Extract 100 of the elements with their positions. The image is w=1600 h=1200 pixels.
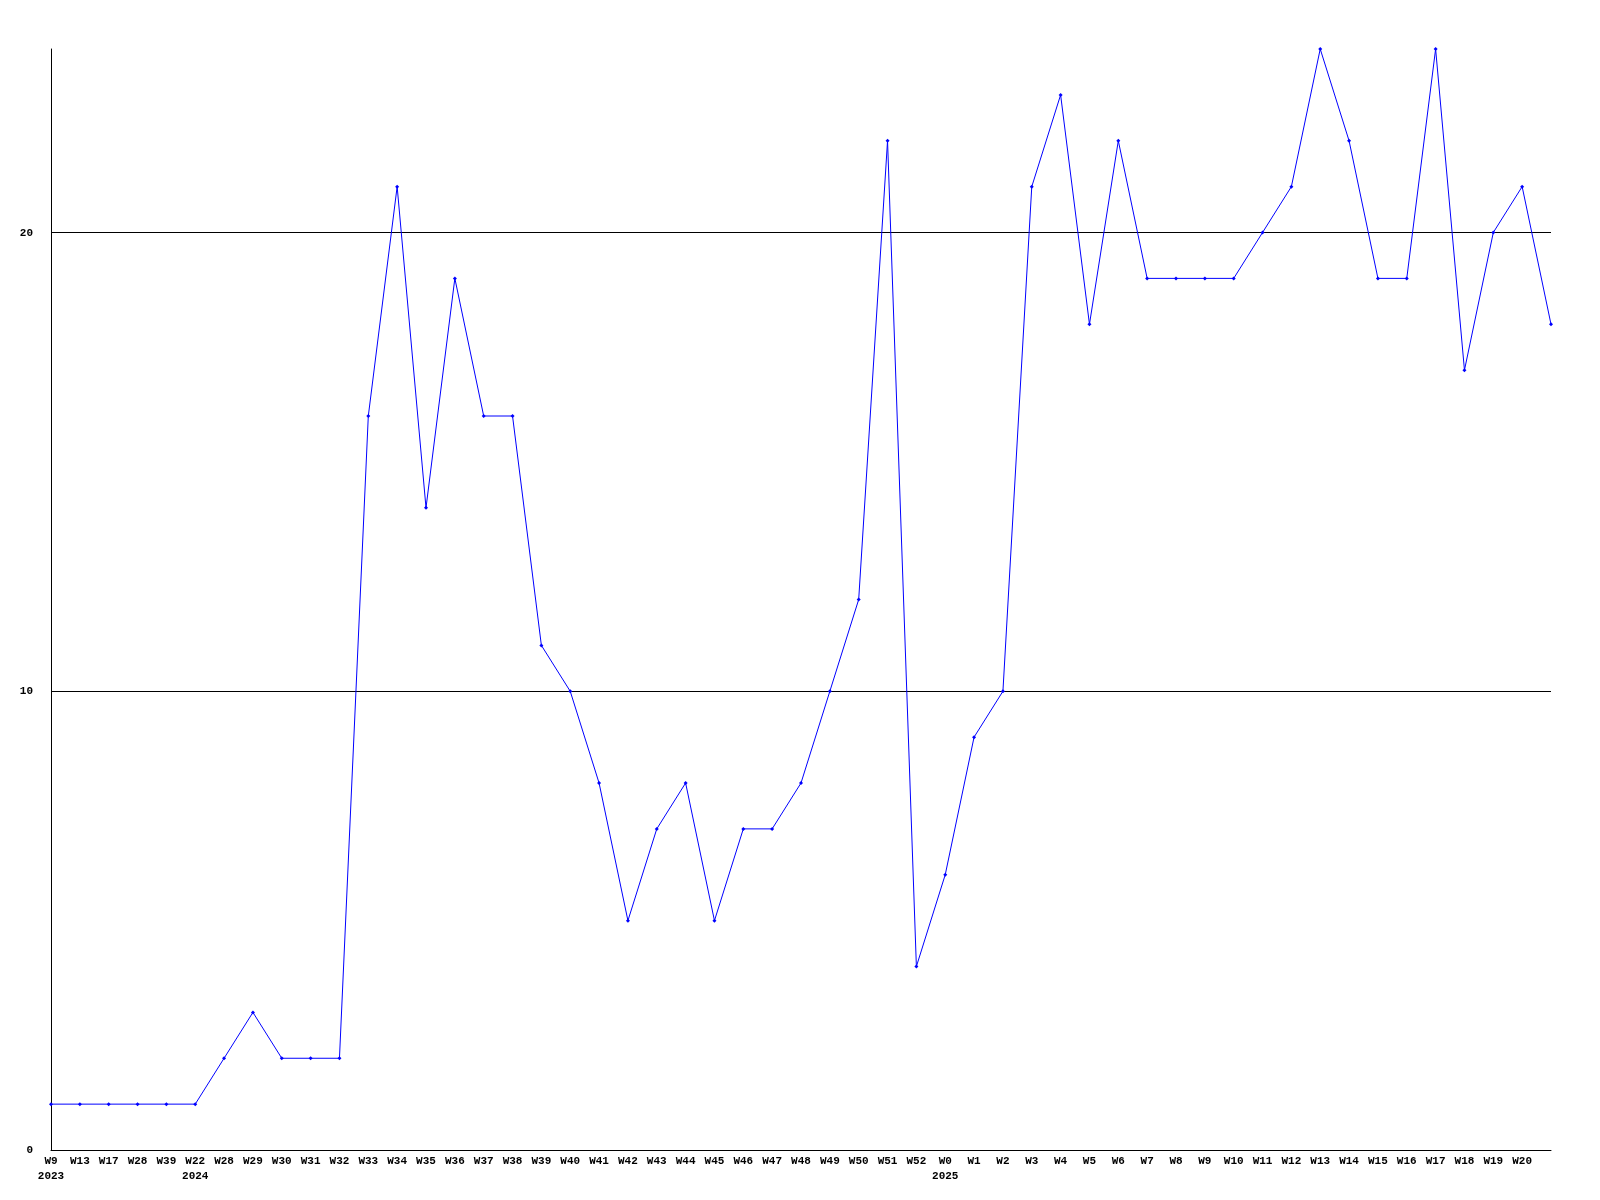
x-tick-label: W32	[329, 1154, 350, 1167]
x-tick-label: W38	[502, 1154, 523, 1167]
point	[625, 918, 630, 923]
point	[279, 1056, 284, 1061]
point	[424, 505, 428, 510]
x-tick-label: W6	[1111, 1154, 1125, 1167]
point	[1433, 47, 1438, 51]
point	[943, 872, 948, 877]
x-tick-label: W17	[1425, 1154, 1446, 1167]
x-tick-label: W50	[848, 1154, 869, 1167]
x-tick-label: W39	[156, 1154, 177, 1167]
point	[1491, 230, 1496, 235]
x-tick-label: W51	[877, 1154, 898, 1167]
line-series	[49, 47, 1553, 1107]
x-tick-label: W18	[1454, 1154, 1475, 1167]
point	[1116, 138, 1121, 143]
point	[654, 826, 659, 831]
x-tick-label: W42	[618, 1154, 638, 1167]
point	[366, 414, 371, 418]
x-tick-label: W46	[733, 1154, 754, 1167]
point	[1404, 276, 1409, 281]
point	[1347, 138, 1352, 143]
point	[1087, 322, 1092, 327]
x-tick-label: W22 2024	[182, 1154, 209, 1182]
x-tick-label: W12	[1281, 1154, 1302, 1167]
x-tick-label: W39	[531, 1154, 552, 1167]
y-tick-label: 10	[19, 685, 33, 698]
point	[1202, 276, 1207, 281]
x-tick-label: W49	[819, 1154, 840, 1167]
point	[49, 1102, 53, 1107]
x-tick-label: W43	[646, 1154, 668, 1167]
point	[914, 964, 919, 969]
x-tick-label: W4	[1054, 1154, 1068, 1167]
x-tick-label: W45	[704, 1154, 725, 1167]
x-tick-label: W19	[1483, 1154, 1504, 1167]
point	[481, 414, 486, 418]
y-tick-label: 20	[19, 226, 33, 239]
x-tick-label: W31	[300, 1154, 321, 1167]
point	[1289, 184, 1294, 189]
x-tick-label: W17	[98, 1154, 119, 1167]
x-tick-label: W29	[243, 1154, 263, 1167]
point	[1058, 92, 1063, 97]
point	[193, 1102, 198, 1107]
x-tick-label: W30	[271, 1154, 292, 1167]
x-tick-label: W16	[1396, 1154, 1417, 1167]
x-tick-label: W7	[1140, 1154, 1154, 1167]
point	[972, 735, 977, 740]
x-tick-label: W10	[1223, 1154, 1244, 1167]
point	[452, 276, 457, 281]
point	[597, 781, 602, 785]
point	[799, 781, 803, 785]
x-tick-label: W20	[1512, 1154, 1533, 1167]
point	[1000, 689, 1005, 694]
point	[1462, 368, 1467, 373]
x-tick-label: W47	[762, 1154, 783, 1167]
x-tick-label: W41	[589, 1154, 610, 1167]
point	[539, 643, 544, 648]
point	[222, 1056, 227, 1061]
point	[683, 781, 688, 785]
x-tick-label: W28	[127, 1154, 148, 1167]
x-tick-label: W3	[1025, 1154, 1039, 1167]
point	[568, 689, 573, 694]
x-tick-label: W14	[1339, 1154, 1360, 1167]
point	[741, 826, 746, 831]
point	[712, 918, 717, 923]
point	[827, 689, 832, 694]
point	[250, 1010, 255, 1015]
point	[308, 1056, 313, 1061]
point	[770, 826, 775, 831]
x-tick-label: W48	[791, 1154, 812, 1167]
point	[1260, 230, 1265, 235]
point	[1375, 276, 1380, 281]
x-tick-label: W36	[444, 1154, 465, 1167]
x-tick-label: W11	[1252, 1154, 1273, 1167]
point	[164, 1102, 169, 1107]
point	[395, 184, 400, 189]
x-tick-label: W37	[473, 1154, 494, 1167]
point	[135, 1102, 140, 1107]
point	[1145, 276, 1150, 281]
x-tick-label: W13	[1310, 1154, 1331, 1167]
x-tick-label: W0 2025	[932, 1154, 959, 1182]
x-tick-label: W5	[1082, 1154, 1097, 1167]
x-tick-label: W40	[560, 1154, 581, 1167]
point	[1029, 184, 1034, 189]
x-tick-label: W52	[906, 1154, 927, 1167]
point	[1520, 184, 1525, 189]
y-tick-label: 0	[26, 1144, 33, 1156]
x-tick-label: W33	[358, 1154, 379, 1167]
point	[337, 1056, 342, 1061]
x-tick-label: W28	[214, 1154, 235, 1167]
point	[510, 414, 515, 418]
point	[856, 597, 861, 602]
point	[1318, 47, 1323, 51]
x-tick-label: W35	[416, 1154, 437, 1167]
x-tick-label: W1	[967, 1154, 982, 1167]
point	[106, 1102, 111, 1107]
x-tick-label: W13	[69, 1154, 91, 1167]
point	[77, 1102, 82, 1107]
point	[1231, 276, 1236, 281]
x-tick-label: W2	[996, 1154, 1010, 1167]
